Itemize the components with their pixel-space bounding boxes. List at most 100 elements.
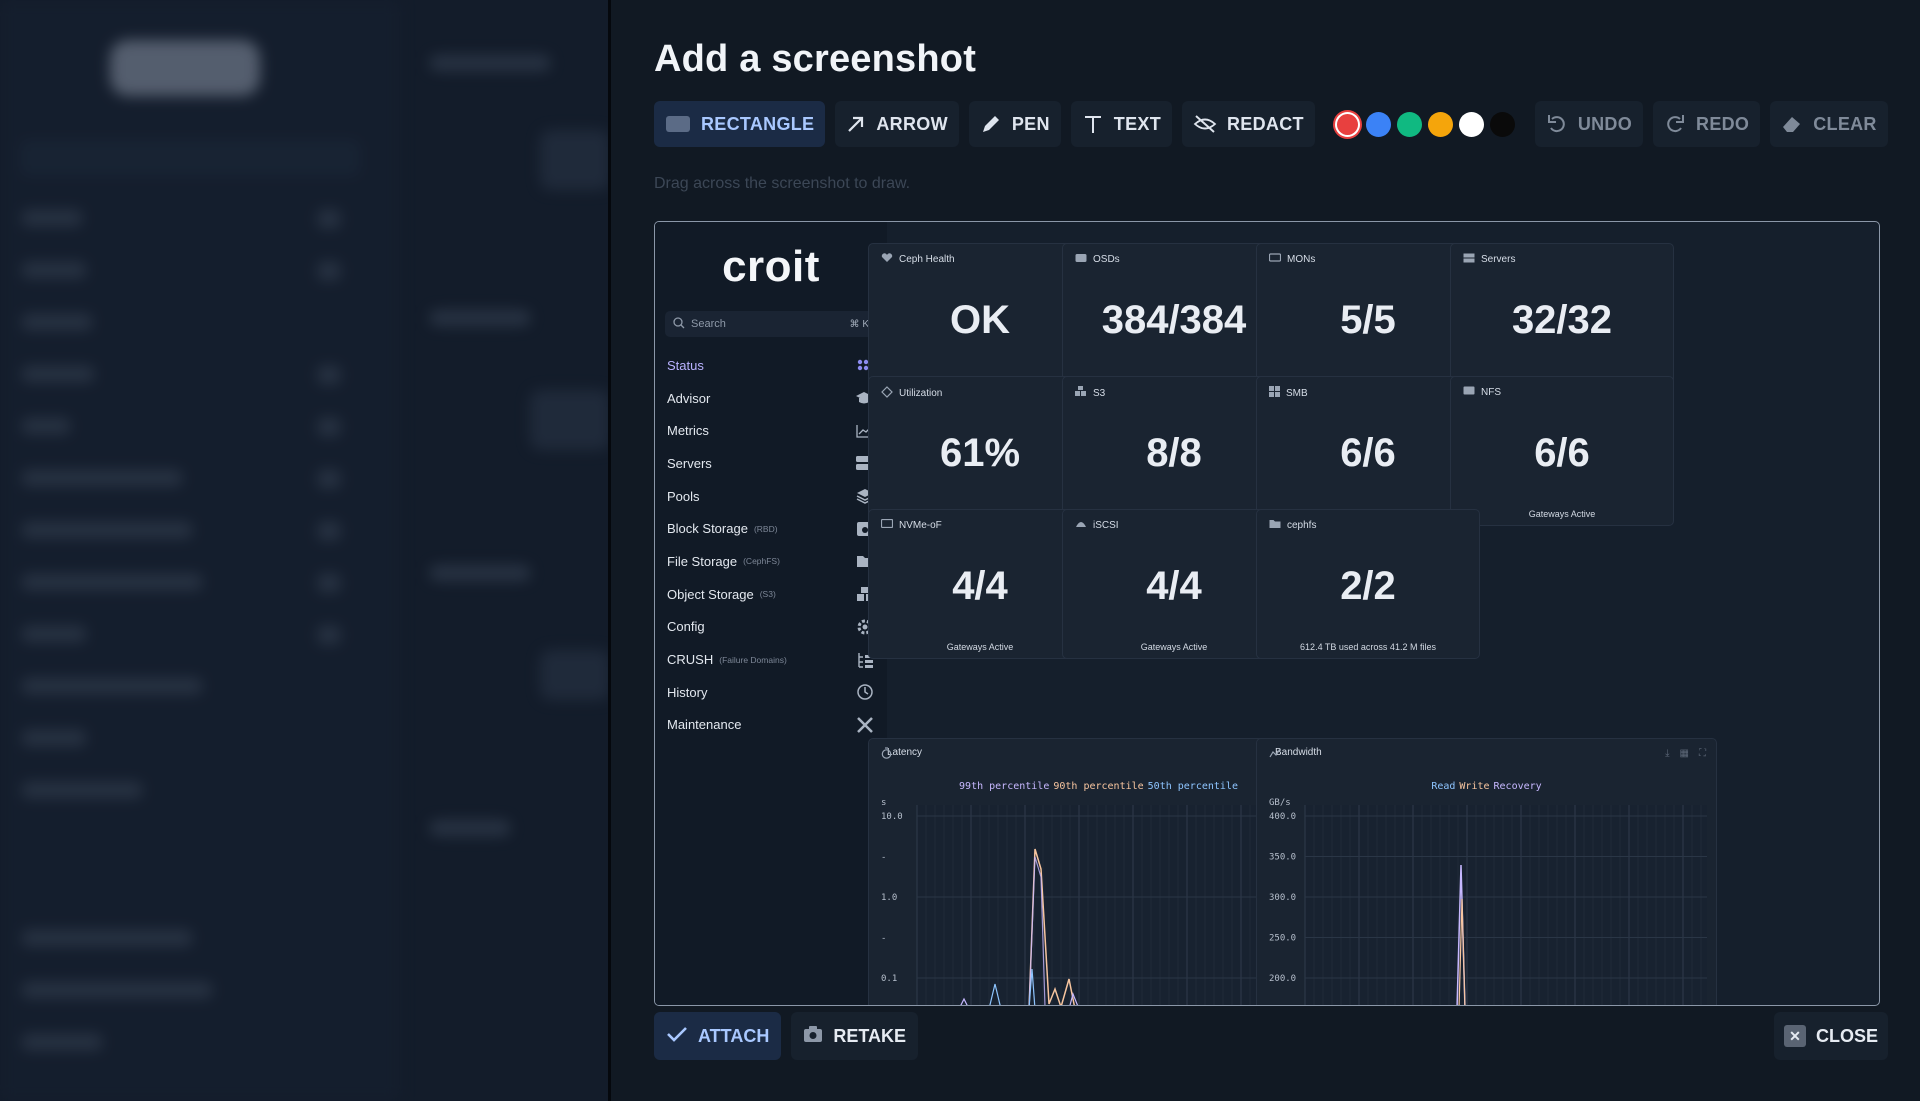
arrow-tool-button[interactable]: ARROW: [835, 101, 959, 147]
preview-nav-item-advisor[interactable]: Advisor: [655, 382, 887, 415]
undo-button[interactable]: UNDO: [1534, 101, 1644, 147]
status-tile-nfs[interactable]: NFS 6/6 Gateways Active: [1450, 376, 1674, 526]
tile-subtitle: Gateways Active: [946, 642, 1014, 652]
legend-recovery[interactable]: Recovery: [1493, 781, 1542, 792]
attach-button[interactable]: ATTACH: [654, 1012, 782, 1060]
background-row: [22, 366, 94, 382]
preview-nav-label: Config: [667, 619, 705, 635]
text-icon: [1082, 113, 1104, 135]
background-row: [22, 262, 86, 278]
preview-nav-label: Pools: [667, 488, 700, 504]
background-card: [540, 650, 610, 700]
download-icon[interactable]: ⤓: [1665, 748, 1670, 759]
preview-nav-item-crush[interactable]: CRUSH (Failure Domains): [655, 643, 887, 676]
y-tick-label: -: [881, 934, 886, 944]
legend-read[interactable]: Read: [1431, 781, 1456, 792]
preview-nav-item-status[interactable]: Status: [655, 349, 887, 382]
preview-nav-label: CRUSH: [667, 652, 714, 668]
preview-search-shortcut: ⌘ K: [849, 318, 869, 330]
gauge-icon: [881, 386, 893, 401]
status-tile-nvme-of[interactable]: NVMe-oF 4/4 Gateways Active: [868, 509, 1092, 659]
latency-series-50th: [989, 968, 1036, 1005]
background-row: [430, 310, 530, 326]
color-swatch-black[interactable]: [1489, 111, 1515, 137]
tile-header: MONs: [1268, 253, 1315, 266]
preview-nav-item-servers[interactable]: Servers: [655, 447, 887, 480]
tile-value: 6/6: [1534, 431, 1590, 475]
preview-nav-item-metrics[interactable]: Metrics: [655, 414, 887, 447]
nvme-icon: [880, 518, 894, 531]
redo-button[interactable]: REDO: [1653, 101, 1761, 147]
color-swatch-orange[interactable]: [1427, 111, 1453, 137]
background-app: [0, 0, 610, 1101]
status-tile-iscsi[interactable]: iSCSI 4/4 Gateways Active: [1062, 509, 1286, 659]
status-tile-s3[interactable]: S38/8Gateways Active: [1062, 376, 1286, 526]
latency-series-99th: [1028, 856, 1046, 1005]
latency-chart: s10.0-1.0-0.1- Latency ⤓ ▦ ⛶ 99th percen…: [868, 738, 1329, 1005]
pen-tool-label: PEN: [1011, 113, 1050, 134]
tile-value: 32/32: [1511, 298, 1613, 342]
color-swatch-blue[interactable]: [1365, 111, 1391, 137]
color-swatch-white[interactable]: [1458, 111, 1484, 137]
preview-sidebar: croit Search ⌘ K Status Advisor Metrics Ser…: [655, 222, 887, 1005]
legend-50th[interactable]: 50th percentile: [1147, 781, 1238, 792]
color-palette: [1334, 111, 1515, 137]
table-icon[interactable]: ▦: [1679, 748, 1689, 759]
search-icon: [673, 316, 685, 332]
bandwidth-chart-header: Bandwidth: [1269, 747, 1322, 758]
preview-nav-item-object-storage[interactable]: Object Storage (S3): [655, 578, 887, 611]
background-row: [22, 782, 142, 798]
windows-icon: [1269, 386, 1280, 400]
color-swatch-red[interactable]: [1334, 111, 1360, 137]
undo-label: UNDO: [1577, 113, 1633, 134]
tile-value: 6/6: [1340, 431, 1396, 475]
preview-nav-item-maintenance[interactable]: Maintenance: [655, 709, 887, 742]
drawer-divider: [608, 0, 611, 1101]
screenshot-canvas[interactable]: croit Search ⌘ K Status Advisor Metrics Ser…: [654, 221, 1880, 1006]
tile-value: 384/384: [1101, 298, 1247, 342]
retake-button[interactable]: RETAKE: [791, 1012, 918, 1060]
expand-icon[interactable]: ⛶: [1699, 748, 1706, 759]
preview-nav-label: Status: [667, 357, 704, 373]
status-tile-ceph-health[interactable]: Ceph HealthOKhealthy: [868, 243, 1092, 393]
preview-nav: Status Advisor Metrics Servers Pools Block St…: [655, 349, 887, 741]
preview-nav-item-pools[interactable]: Pools: [655, 480, 887, 513]
latency-series-99th-tail: [960, 992, 1079, 1005]
preview-nav-item-config[interactable]: Config: [655, 611, 887, 644]
redact-tool-button[interactable]: REDACT: [1182, 101, 1315, 147]
rectangle-tool-button[interactable]: RECTANGLE: [654, 101, 826, 147]
legend-write[interactable]: Write: [1459, 781, 1490, 792]
clear-label: CLEAR: [1813, 113, 1877, 134]
tile-value: 61%: [939, 431, 1021, 475]
preview-nav-item-block-storage[interactable]: Block Storage (RBD): [655, 512, 887, 545]
rectangle-tool-label: RECTANGLE: [701, 113, 815, 134]
background-row: [22, 1034, 102, 1050]
background-icon: [318, 418, 340, 436]
close-button[interactable]: ✕ CLOSE: [1774, 1012, 1889, 1060]
y-tick-label: -: [881, 853, 886, 863]
tile-header: Ceph Health: [881, 253, 955, 266]
background-row: [22, 418, 70, 434]
preview-nav-item-history[interactable]: History: [655, 676, 887, 709]
background-row: [22, 678, 202, 694]
background-row: [430, 820, 510, 836]
text-tool-button[interactable]: TEXT: [1070, 101, 1172, 147]
background-row: [22, 210, 82, 226]
bandwidth-series-write: [1458, 898, 1466, 1005]
preview-nav-item-file-storage[interactable]: File Storage (CephFS): [655, 545, 887, 578]
legend-99th[interactable]: 99th percentile: [959, 781, 1050, 792]
clear-button[interactable]: CLEAR: [1770, 101, 1888, 147]
redo-label: REDO: [1696, 113, 1750, 134]
preview-nav-sublabel: (CephFS): [743, 556, 780, 567]
pen-tool-button[interactable]: PEN: [968, 101, 1061, 147]
legend-90th[interactable]: 90th percentile: [1053, 781, 1144, 792]
background-row: [22, 314, 92, 330]
status-tile-cephfs[interactable]: cephfs 2/2 612.4 TB used across 41.2 M fil…: [1256, 509, 1480, 659]
camera-icon: [803, 1025, 823, 1048]
color-swatch-green[interactable]: [1396, 111, 1422, 137]
